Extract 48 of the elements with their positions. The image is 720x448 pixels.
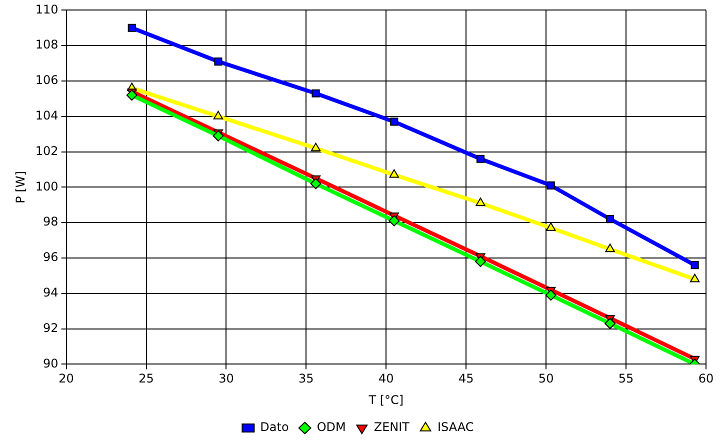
y-tick-label: 104 bbox=[35, 108, 58, 123]
x-tick-label: 55 bbox=[618, 372, 634, 386]
x-tick-label: 20 bbox=[58, 372, 74, 386]
x-tick-label: 50 bbox=[538, 372, 554, 386]
legend-label: ISAAC bbox=[438, 420, 474, 434]
point bbox=[606, 215, 614, 224]
point bbox=[604, 318, 616, 329]
point bbox=[546, 222, 556, 231]
point bbox=[389, 169, 399, 178]
y-tick-label: 100 bbox=[35, 179, 58, 194]
point bbox=[475, 256, 486, 268]
y-tick-label: 108 bbox=[35, 38, 58, 52]
x-tick-label: 25 bbox=[138, 372, 154, 386]
point bbox=[690, 274, 700, 282]
point bbox=[605, 244, 615, 252]
x-tick-label: 60 bbox=[698, 372, 714, 386]
y-tick-label: 106 bbox=[35, 73, 58, 88]
point bbox=[476, 154, 485, 163]
point bbox=[546, 181, 555, 190]
point bbox=[690, 261, 699, 270]
point bbox=[388, 215, 400, 226]
y-tick-label: 90 bbox=[43, 356, 58, 370]
y-tick-label: 110 bbox=[35, 2, 58, 16]
point bbox=[214, 57, 222, 66]
y-tick-label: 92 bbox=[43, 320, 58, 335]
point bbox=[126, 90, 138, 101]
point bbox=[476, 198, 486, 206]
x-tick-label: 45 bbox=[458, 372, 474, 386]
legend-label: ZENIT bbox=[374, 420, 410, 434]
point bbox=[545, 290, 556, 301]
y-tick-label: 94 bbox=[43, 286, 58, 300]
y-tick-label: 98 bbox=[43, 214, 58, 229]
point bbox=[390, 118, 398, 126]
point bbox=[128, 24, 136, 32]
x-tick-label: 30 bbox=[218, 372, 234, 386]
y-tick-label: 102 bbox=[35, 144, 58, 158]
point bbox=[312, 89, 320, 98]
point bbox=[310, 178, 322, 190]
legend-label: ODM bbox=[316, 420, 346, 434]
point bbox=[212, 130, 224, 142]
y-tick-label: 96 bbox=[43, 250, 58, 264]
legend-label: Dato bbox=[260, 420, 289, 434]
x-tick-label: 35 bbox=[298, 372, 314, 386]
point bbox=[213, 110, 224, 120]
x-axis-title: T [°C] bbox=[368, 392, 404, 407]
x-tick-label: 40 bbox=[378, 372, 394, 386]
point bbox=[310, 142, 321, 152]
y-axis-title: P [W] bbox=[13, 171, 28, 204]
